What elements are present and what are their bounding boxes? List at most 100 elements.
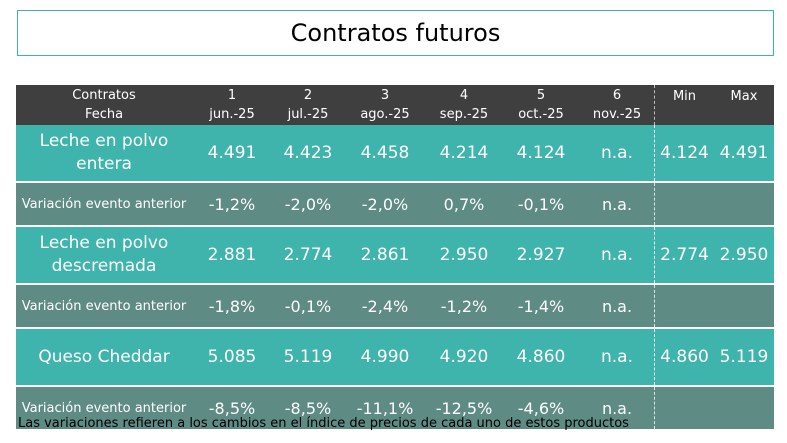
variation-cell: -2,0% <box>361 194 409 214</box>
table-header-row: Contratos Fecha 1 jun.-25 2 jul.-25 3 ag… <box>16 85 774 125</box>
variation-cell: -12,5% <box>435 398 493 418</box>
contract-number: 2 <box>303 88 313 103</box>
variation-row-whole-milk: Variación evento anterior -1,2% -2,0% -2… <box>16 183 774 225</box>
header-contracts-cell: Contratos Fecha <box>16 85 192 125</box>
variation-cell: 0,7% <box>443 194 485 214</box>
price-cell: 4.860 <box>516 347 566 367</box>
header-contract-3: 3 ago.-25 <box>344 85 426 125</box>
contract-date: jun.-25 <box>209 107 255 122</box>
row-divider <box>16 181 774 183</box>
max-cell: 4.491 <box>719 143 769 163</box>
row-divider <box>16 283 774 285</box>
variation-label: Variación evento anterior <box>21 298 187 314</box>
header-date-label: Fecha <box>84 107 124 122</box>
header-contracts-label: Contratos <box>72 88 136 103</box>
price-cell: 5.085 <box>207 347 257 367</box>
price-cell: 4.920 <box>439 347 489 367</box>
variation-cell: -1,2% <box>440 296 488 316</box>
variation-min-cell <box>654 285 714 327</box>
contract-number: 1 <box>227 88 237 103</box>
product-row-cheddar: Queso Cheddar 5.085 5.119 4.990 4.920 4.… <box>16 329 774 385</box>
price-cell: 4.990 <box>360 347 410 367</box>
contract-number: 6 <box>612 88 622 103</box>
variation-cell: -1,8% <box>208 296 256 316</box>
variation-cell: -0,1% <box>517 194 565 214</box>
variation-row-skim-milk: Variación evento anterior -1,8% -0,1% -2… <box>16 285 774 327</box>
header-min: Min <box>654 85 714 125</box>
price-cell: 4.458 <box>360 143 410 163</box>
page-title: Contratos futuros <box>290 19 501 47</box>
header-contract-5: 5 oct.-25 <box>502 85 580 125</box>
contract-number: 3 <box>380 88 390 103</box>
variation-min-cell <box>654 183 714 225</box>
variation-min-cell <box>654 387 714 429</box>
price-cell: 2.881 <box>207 245 257 265</box>
product-name-line2: entera <box>76 154 132 174</box>
header-contract-2: 2 jul.-25 <box>272 85 344 125</box>
contract-date: oct.-25 <box>518 107 564 122</box>
variation-cell: -11,1% <box>356 398 414 418</box>
variation-cell: -2,4% <box>361 296 409 316</box>
variation-cell: -8,5% <box>284 398 332 418</box>
contract-date: nov.-25 <box>592 107 642 122</box>
price-cell: 4.124 <box>516 143 566 163</box>
header-max: Max <box>714 85 774 125</box>
product-name: Leche en polvo entera <box>16 125 192 181</box>
variation-cell: -4,6% <box>517 398 565 418</box>
variation-cell: -1,4% <box>517 296 565 316</box>
variation-max-cell <box>714 285 774 327</box>
contract-date: ago.-25 <box>360 107 410 122</box>
product-row-whole-milk: Leche en polvo entera 4.491 4.423 4.458 … <box>16 125 774 181</box>
price-cell: 2.861 <box>360 245 410 265</box>
header-min-label: Min <box>672 89 697 104</box>
row-divider <box>16 327 774 329</box>
futures-table: Contratos Fecha 1 jun.-25 2 jul.-25 3 ag… <box>16 85 774 429</box>
product-name-line1: Leche en polvo <box>39 233 169 253</box>
product-row-skim-milk: Leche en polvo descremada 2.881 2.774 2.… <box>16 227 774 283</box>
variation-cell: n.a. <box>601 296 633 316</box>
row-divider <box>16 385 774 387</box>
header-max-label: Max <box>730 89 758 104</box>
contract-date: sep.-25 <box>439 107 489 122</box>
variation-cell: -8,5% <box>208 398 256 418</box>
price-cell: 2.774 <box>283 245 333 265</box>
variation-cell: -1,2% <box>208 194 256 214</box>
contract-number: 5 <box>536 88 546 103</box>
price-cell: n.a. <box>601 347 633 367</box>
variation-max-cell <box>714 387 774 429</box>
product-name-line2: descremada <box>51 256 157 276</box>
contract-number: 4 <box>459 88 469 103</box>
price-cell: 4.214 <box>439 143 489 163</box>
price-cell: 4.423 <box>283 143 333 163</box>
price-cell: n.a. <box>601 245 633 265</box>
header-contract-1: 1 jun.-25 <box>192 85 272 125</box>
max-cell: 2.950 <box>719 245 769 265</box>
min-cell: 2.774 <box>654 227 714 283</box>
header-contract-6: 6 nov.-25 <box>580 85 654 125</box>
variation-label: Variación evento anterior <box>21 196 187 212</box>
price-cell: 5.119 <box>283 347 333 367</box>
variation-cell: n.a. <box>601 398 633 418</box>
variation-cell: n.a. <box>601 194 633 214</box>
min-cell: 4.860 <box>654 329 714 385</box>
max-cell: 5.119 <box>719 347 769 367</box>
price-cell: 2.950 <box>439 245 489 265</box>
price-cell: 4.491 <box>207 143 257 163</box>
variation-cell: -2,0% <box>284 194 332 214</box>
variation-cell: -0,1% <box>284 296 332 316</box>
product-name-line1: Leche en polvo <box>39 131 169 151</box>
price-cell: n.a. <box>601 143 633 163</box>
product-name: Queso Cheddar <box>16 329 192 385</box>
row-divider <box>16 225 774 227</box>
title-box: Contratos futuros <box>17 10 774 56</box>
product-name-line1: Queso Cheddar <box>38 346 170 367</box>
variation-row-cheddar: Variación evento anterior -8,5% -8,5% -1… <box>16 387 774 429</box>
price-cell: 2.927 <box>516 245 566 265</box>
contract-date: jul.-25 <box>287 107 329 122</box>
header-contract-4: 4 sep.-25 <box>426 85 502 125</box>
product-name: Leche en polvo descremada <box>16 227 192 283</box>
min-cell: 4.124 <box>654 125 714 181</box>
variation-max-cell <box>714 183 774 225</box>
variation-label: Variación evento anterior <box>21 400 187 416</box>
footnote: Las variaciones refieren a los cambios e… <box>18 416 629 431</box>
